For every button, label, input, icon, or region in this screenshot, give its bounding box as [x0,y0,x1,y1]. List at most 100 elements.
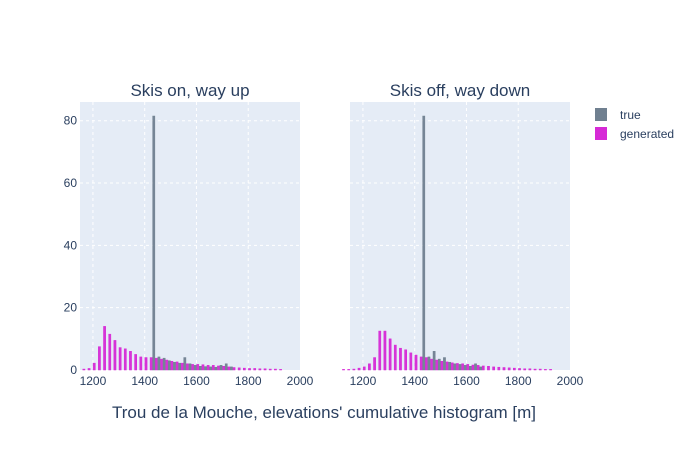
bar-generated [357,367,361,371]
subplot-skis-on: 0 20 40 60 80 1200 1400 1600 1800 2000 Skis on, … [64,81,314,388]
bar-true [443,357,446,371]
bar-generated [129,351,132,371]
bar-generated [191,364,194,371]
bar-true [162,357,166,371]
bar-generated [404,349,407,371]
bar-generated [123,348,127,371]
bar-generated [456,363,459,371]
bar-generated [378,330,382,371]
bar-true [209,366,213,371]
bar-generated [253,368,257,371]
bar-generated [445,361,449,371]
bar-generated [393,344,397,371]
bar-generated [175,361,179,371]
bar-generated [435,359,439,371]
legend-label-true: true [620,108,641,122]
bar-generated [87,368,91,371]
bar-generated [362,366,366,371]
bar-true [474,363,477,371]
bar-generated [274,368,277,371]
bar-generated [481,365,485,371]
bar-generated [108,333,112,371]
legend-swatch-generated [595,127,607,140]
y-tick-label: 0 [70,363,77,377]
bar-generated [430,358,433,371]
bar-generated [227,366,231,371]
bar-generated [373,357,376,371]
bar-generated [388,338,392,371]
x-tick-label: 2000 [557,374,584,388]
bar-generated [237,367,241,371]
bar-generated [248,368,251,371]
bar-generated [471,364,475,371]
y-tick-label: 20 [64,301,78,315]
bar-generated [342,369,345,371]
bar-generated [170,361,174,371]
bar-generated [528,368,532,371]
bar-true [422,115,426,371]
legend-swatch-true [595,108,607,121]
bar-generated [487,366,490,371]
bar-generated [461,363,464,371]
bar-true [167,360,171,371]
bar-generated [513,367,516,371]
bar-generated [258,368,262,371]
bar-generated [180,362,184,371]
legend-item-true[interactable]: true [595,108,641,122]
bar-generated [201,364,205,371]
bars [82,115,282,371]
bar-generated [149,357,153,371]
y-tick-label: 60 [64,176,78,190]
gridlines [80,102,300,370]
bar-generated [523,368,527,371]
bar-generated [399,347,402,371]
y-tick-label: 80 [64,114,78,128]
x-tick-label: 1200 [350,374,377,388]
bar-generated [217,365,220,371]
x-tick-labels: 1200 1400 1600 1800 2000 [80,374,314,388]
x-tick-label: 1200 [80,374,107,388]
bar-generated [160,358,163,371]
bar-generated [134,354,137,371]
bar-generated [549,369,552,371]
bar-generated [507,367,511,371]
bar-generated [352,368,356,371]
x-tick-label: 1400 [131,374,158,388]
bars [342,115,552,371]
bar-true [479,366,483,371]
y-tick-label: 40 [64,238,78,252]
bar-generated [409,352,413,371]
bar-true [219,365,223,371]
bar-generated [440,361,444,371]
bar-true [183,357,187,371]
x-tick-label: 1600 [453,374,480,388]
x-tick-labels: 1200 1400 1600 1800 2000 [350,374,584,388]
bar-true [193,365,197,371]
bar-generated [450,362,454,371]
bar-generated [206,365,210,371]
bar-generated [538,368,542,371]
bar-true [453,363,457,371]
bar-generated [518,368,521,371]
bar-true [199,366,202,371]
legend-item-generated[interactable]: generated [595,127,674,141]
subplot-background [80,102,300,370]
bar-generated [139,356,143,371]
bar-true [469,366,472,371]
bar-true [427,356,431,371]
y-tick-labels: 0 20 40 60 80 [64,114,78,377]
legend[interactable]: true generated [595,108,674,141]
bar-true [432,351,436,371]
bar-generated [232,367,236,371]
bar-generated [368,363,371,371]
bar-generated [103,326,106,371]
bar-true [448,361,451,371]
bar-generated [533,368,537,371]
bar-generated [263,368,267,371]
bar-generated [165,359,169,371]
gridlines [350,102,570,370]
bar-generated [414,354,418,371]
bar-generated [92,362,96,371]
x-tick-label: 2000 [287,374,314,388]
